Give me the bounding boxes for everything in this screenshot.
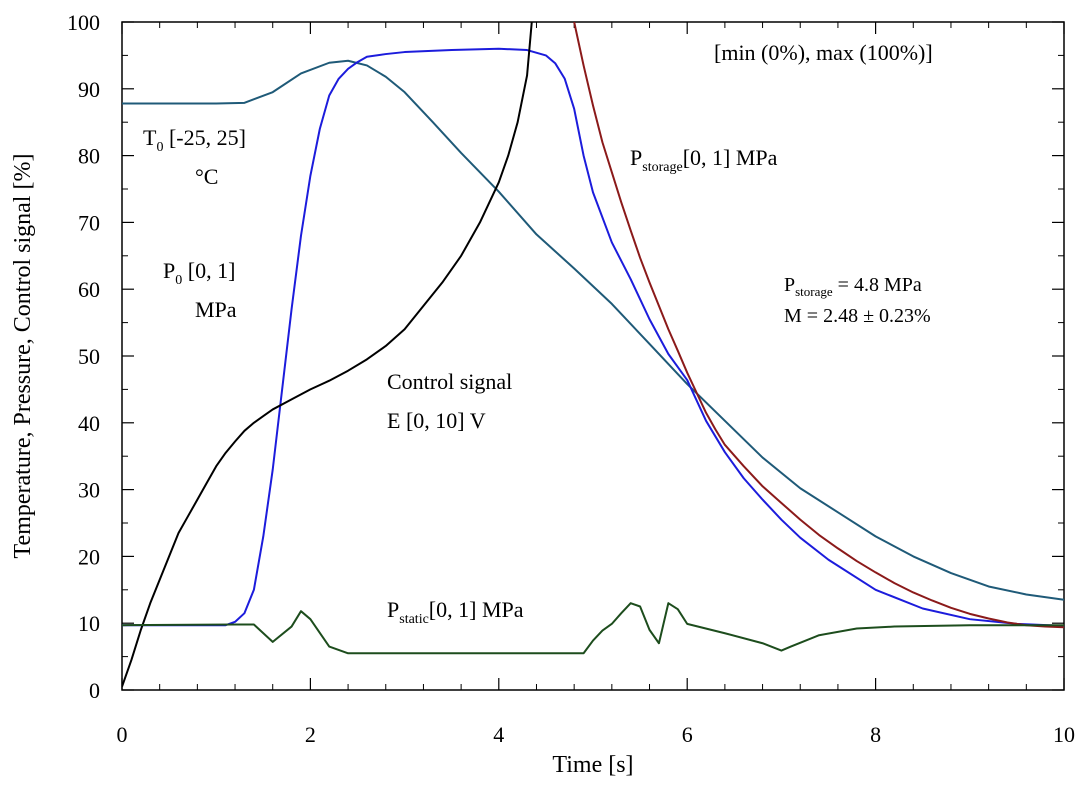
t0-unit: °C [195, 164, 218, 189]
y-tick-label: 80 [78, 144, 100, 169]
x-axis-ticks: 0 2 4 6 8 10 [117, 22, 1075, 747]
x-tick-label: 0 [117, 722, 128, 747]
x-axis-title: Time [s] [552, 752, 633, 778]
series-line-pstorage-0-1-mpa [573, 22, 1064, 629]
y-tick-label: 0 [89, 678, 100, 703]
y-tick-label: 40 [78, 411, 100, 436]
y-tick-label: 10 [78, 611, 100, 636]
y-axis-title: Temperature, Pressure, Control signal [%… [10, 154, 36, 559]
series-line-t0-25-25-c [122, 59, 1064, 601]
p0-unit: MPa [195, 297, 237, 322]
series-line-control-signal-e-0-10-v [122, 22, 533, 687]
y-axis-ticks: 0 10 20 30 40 50 60 70 80 90 100 [67, 10, 1064, 703]
y-tick-label: 30 [78, 478, 100, 503]
control-signal-range: E [0, 10] V [387, 408, 486, 433]
pstorage-value: Pstorage = 4.8 MPa [784, 274, 922, 299]
p0-label: P0 [0, 1] [163, 258, 235, 288]
y-tick-label: 70 [78, 210, 100, 235]
y-tick-label: 20 [78, 544, 100, 569]
control-signal-label: Control signal [387, 369, 512, 394]
x-tick-label: 10 [1053, 722, 1075, 747]
y-tick-label: 90 [78, 77, 100, 102]
m-value: M = 2.48 ± 0.23% [784, 305, 931, 327]
pstatic-label: Pstatic[0, 1] MPa [387, 597, 524, 627]
pstorage-label: Pstorage[0, 1] MPa [630, 145, 778, 175]
x-tick-label: 8 [870, 722, 881, 747]
t0-label: T0 [-25, 25] [143, 125, 246, 155]
x-tick-label: 6 [682, 722, 693, 747]
x-tick-label: 4 [493, 722, 504, 747]
series-layer [122, 22, 1064, 687]
series-line-p0-0-1-mpa [122, 47, 1064, 627]
y-tick-label: 100 [67, 10, 100, 35]
series-line-pstatic-0-1-mpa [122, 602, 1064, 655]
range-note: [min (0%), max (100%)] [714, 40, 933, 65]
plot-frame [121, 21, 1065, 691]
y-tick-label: 60 [78, 277, 100, 302]
y-tick-label: 50 [78, 344, 100, 369]
x-tick-label: 2 [305, 722, 316, 747]
